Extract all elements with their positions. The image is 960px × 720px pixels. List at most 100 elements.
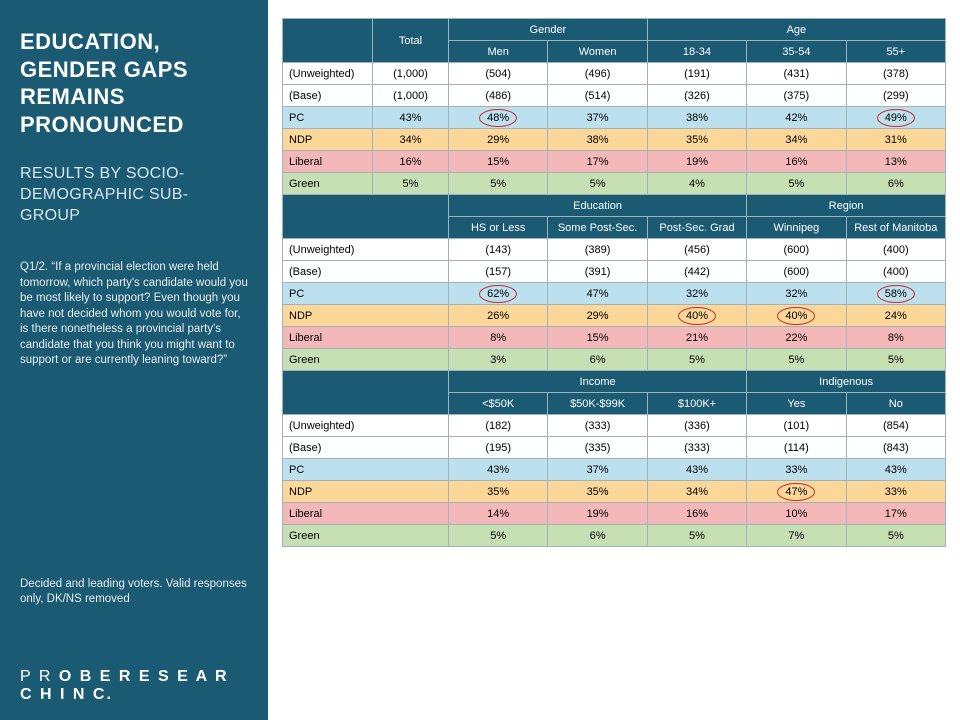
cell: 5%: [846, 349, 945, 371]
cell: 26%: [449, 305, 548, 327]
cell: 5%: [449, 173, 548, 195]
cell: (442): [647, 261, 746, 283]
cell: 29%: [449, 129, 548, 151]
question-text: Q1/2. “If a provincial election were hel…: [20, 260, 248, 369]
th-mid: $50K-$99K: [548, 393, 647, 415]
th-yes: Yes: [747, 393, 846, 415]
row-pc-1: PC43%48%37%38%42%49%: [283, 107, 946, 129]
slide-subtitle: RESULTS BY SOCIO-DEMOGRAPHIC SUB-GROUP: [20, 164, 248, 226]
cell: (333): [647, 437, 746, 459]
cell: (496): [548, 63, 647, 85]
cell: 14%: [449, 503, 548, 525]
cell: 29%: [548, 305, 647, 327]
cell: 32%: [647, 283, 746, 305]
cell: 8%: [449, 327, 548, 349]
cell: 32%: [747, 283, 846, 305]
th-rom: Rest of Manitoba: [846, 217, 945, 239]
cell: 42%: [747, 107, 846, 129]
cell: 5%: [373, 173, 449, 195]
cell: (486): [449, 85, 548, 107]
cell: 5%: [449, 525, 548, 547]
cell-label: Green: [283, 349, 449, 371]
cell: 16%: [373, 151, 449, 173]
cell-label: PC: [283, 459, 449, 481]
cell: (600): [747, 261, 846, 283]
cell: (157): [449, 261, 548, 283]
cell: 4%: [647, 173, 746, 195]
cell: 17%: [846, 503, 945, 525]
row-unweighted-2: (Unweighted)(143)(389)(456)(600)(400): [283, 239, 946, 261]
cell-label: Green: [283, 173, 373, 195]
row-base-3: (Base)(195)(335)(333)(114)(843): [283, 437, 946, 459]
cell: (504): [449, 63, 548, 85]
row-lib-2: Liberal8%15%21%22%8%: [283, 327, 946, 349]
cell: (391): [548, 261, 647, 283]
cell: 6%: [846, 173, 945, 195]
row-grn-2: Green3%6%5%5%5%: [283, 349, 946, 371]
cell: 34%: [747, 129, 846, 151]
cell: (336): [647, 415, 746, 437]
th-women: Women: [548, 41, 647, 63]
cell: (431): [747, 63, 846, 85]
cell: 19%: [647, 151, 746, 173]
cell-label: Liberal: [283, 327, 449, 349]
cell: (101): [747, 415, 846, 437]
row-pc-3: PC43%37%43%33%43%: [283, 459, 946, 481]
cell: 35%: [548, 481, 647, 503]
cell: 3%: [449, 349, 548, 371]
th-blank: [283, 19, 373, 63]
cell: 8%: [846, 327, 945, 349]
cell-label: Liberal: [283, 151, 373, 173]
cell: 17%: [548, 151, 647, 173]
th-income: Income: [449, 371, 747, 393]
row-unweighted-3: (Unweighted)(182)(333)(336)(101)(854): [283, 415, 946, 437]
cell: 13%: [846, 151, 945, 173]
cell: (400): [846, 239, 945, 261]
cell: 33%: [846, 481, 945, 503]
th-blank: [283, 371, 449, 415]
th-lt50: <$50K: [449, 393, 548, 415]
cell: 5%: [548, 173, 647, 195]
cell: 38%: [647, 107, 746, 129]
cell: 43%: [373, 107, 449, 129]
cell: (1,000): [373, 63, 449, 85]
footnote: Decided and leading voters. Valid respon…: [20, 577, 248, 608]
cell: 34%: [647, 481, 746, 503]
cell: 37%: [548, 107, 647, 129]
crosstab-table: Total Gender Age Men Women 18-34 35-54 5…: [282, 18, 946, 547]
cell: (389): [548, 239, 647, 261]
cell: 24%: [846, 305, 945, 327]
th-some: Some Post-Sec.: [548, 217, 647, 239]
cell-label: NDP: [283, 129, 373, 151]
cell: 5%: [647, 349, 746, 371]
th-education: Education: [449, 195, 747, 217]
cell: 22%: [747, 327, 846, 349]
th-indig: Indigenous: [747, 371, 946, 393]
cell: (514): [548, 85, 647, 107]
cell-label: (Base): [283, 85, 373, 107]
cell: 16%: [647, 503, 746, 525]
cell: (143): [449, 239, 548, 261]
cell: 49%: [846, 107, 945, 129]
cell: 7%: [747, 525, 846, 547]
cell: 43%: [647, 459, 746, 481]
cell: 5%: [647, 525, 746, 547]
row-grn-1: Green5%5%5%4%5%6%: [283, 173, 946, 195]
cell-label: (Base): [283, 261, 449, 283]
cell: (182): [449, 415, 548, 437]
row-ndp-3: NDP35%35%34%47%33%: [283, 481, 946, 503]
cell: 15%: [548, 327, 647, 349]
row-lib-1: Liberal16%15%17%19%16%13%: [283, 151, 946, 173]
cell: (335): [548, 437, 647, 459]
th-region: Region: [747, 195, 946, 217]
cell: 31%: [846, 129, 945, 151]
cell: 48%: [449, 107, 548, 129]
brand-part1: P R: [20, 668, 59, 685]
cell: (326): [647, 85, 746, 107]
row-base-2: (Base)(157)(391)(442)(600)(400): [283, 261, 946, 283]
cell: 21%: [647, 327, 746, 349]
cell: 6%: [548, 349, 647, 371]
cell: 40%: [647, 305, 746, 327]
cell-label: (Base): [283, 437, 449, 459]
cell: (378): [846, 63, 945, 85]
